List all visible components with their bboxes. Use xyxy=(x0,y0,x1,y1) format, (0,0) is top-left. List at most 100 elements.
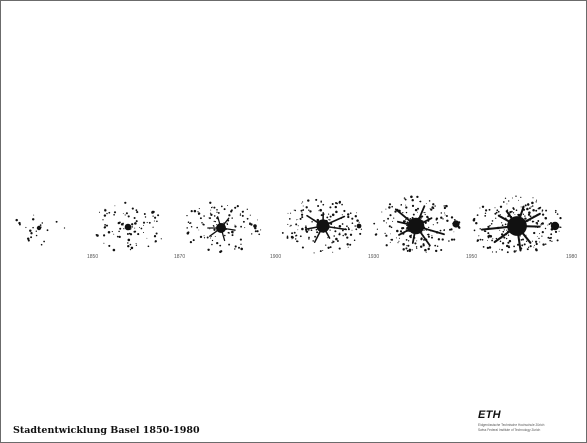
settlement-dot xyxy=(224,234,226,237)
satellite-town xyxy=(356,223,362,229)
settlement-dot xyxy=(199,235,203,239)
settlement-dot xyxy=(239,213,241,215)
settlement-dot xyxy=(29,229,32,233)
settlement-dot xyxy=(329,215,332,218)
settlement-dot xyxy=(531,240,533,242)
settlement-dot xyxy=(133,216,136,220)
settlement-dot xyxy=(343,209,346,213)
settlement-dot xyxy=(297,225,299,227)
settlement-dot xyxy=(210,209,212,211)
settlement-dot xyxy=(227,205,229,206)
map-basel-stage-3 xyxy=(186,201,262,254)
settlement-dot xyxy=(419,201,420,202)
settlement-dot xyxy=(499,205,503,208)
settlement-dot xyxy=(341,229,344,232)
settlement-dot xyxy=(130,246,134,250)
settlement-dot xyxy=(521,244,524,247)
settlement-dot xyxy=(256,219,258,221)
settlement-dot xyxy=(127,245,130,248)
settlement-dot xyxy=(495,211,498,214)
settlement-dot xyxy=(511,197,513,199)
settlement-dot xyxy=(41,222,44,224)
settlement-dot xyxy=(242,210,244,212)
settlement-dot xyxy=(250,223,253,226)
settlement-dot xyxy=(334,205,337,209)
settlement-dot xyxy=(308,209,310,211)
settlement-dot xyxy=(394,210,397,213)
settlement-dot xyxy=(437,238,441,241)
settlement-dot xyxy=(216,241,219,245)
settlement-dot xyxy=(187,221,190,223)
urban-growth-map-sequence: 1850 1870 1900 1930 1950 1980 xyxy=(1,181,586,271)
settlement-dot xyxy=(486,246,490,250)
settlement-dot xyxy=(453,218,456,221)
settlement-dot xyxy=(503,229,505,231)
settlement-dot xyxy=(540,223,543,225)
eth-wordmark: ETH xyxy=(478,409,501,421)
settlement-dot xyxy=(488,246,492,249)
settlement-dot xyxy=(244,227,246,229)
settlement-dot xyxy=(146,221,148,224)
settlement-dot xyxy=(550,233,553,236)
settlement-dot xyxy=(209,212,212,214)
settlement-dot xyxy=(122,212,124,214)
settlement-dot xyxy=(288,218,291,220)
settlement-dot xyxy=(424,213,426,216)
settlement-dot xyxy=(419,200,422,203)
settlement-dot xyxy=(304,226,307,229)
settlement-dot xyxy=(216,224,218,225)
settlement-dot xyxy=(302,209,305,211)
settlement-dot xyxy=(513,208,515,210)
settlement-dot xyxy=(396,229,399,233)
settlement-dot xyxy=(219,250,222,254)
settlement-dot xyxy=(327,246,330,249)
settlement-dot xyxy=(332,240,335,243)
settlement-dot xyxy=(435,217,439,220)
settlement-dot xyxy=(326,216,329,219)
settlement-dot xyxy=(290,224,292,227)
settlement-dot xyxy=(331,241,333,244)
city-core xyxy=(316,219,330,233)
settlement-dot xyxy=(98,211,101,213)
settlement-dot xyxy=(533,220,535,222)
settlement-dot xyxy=(246,208,248,210)
settlement-dot xyxy=(131,228,133,230)
settlement-dot xyxy=(333,225,335,227)
settlement-dot xyxy=(197,211,199,213)
settlement-dot xyxy=(385,208,387,210)
settlement-dot xyxy=(405,218,407,221)
settlement-dot xyxy=(535,221,538,224)
settlement-dot xyxy=(407,240,410,242)
settlement-dot xyxy=(428,226,430,229)
settlement-dot xyxy=(328,219,329,221)
settlement-dot xyxy=(299,235,302,238)
settlement-dot xyxy=(134,223,136,225)
settlement-dot xyxy=(358,221,360,223)
settlement-dot xyxy=(537,208,539,210)
settlement-dot xyxy=(389,241,391,243)
settlement-dot xyxy=(531,220,534,223)
settlement-dot xyxy=(294,238,297,240)
settlement-dot xyxy=(43,240,45,243)
settlement-dot xyxy=(211,243,213,246)
settlement-dot xyxy=(443,229,445,232)
settlement-dot xyxy=(211,239,214,242)
settlement-dot xyxy=(329,229,331,231)
settlement-dot xyxy=(209,228,211,230)
settlement-dot xyxy=(494,207,496,209)
settlement-dot xyxy=(347,227,350,229)
settlement-dot xyxy=(198,213,200,215)
settlement-dot xyxy=(402,212,404,214)
settlement-dot xyxy=(338,247,341,250)
settlement-dot xyxy=(411,249,413,251)
settlement-dot xyxy=(240,243,242,245)
settlement-dot xyxy=(432,203,435,206)
settlement-dot xyxy=(338,201,341,204)
settlement-dot xyxy=(301,227,304,231)
settlement-dot xyxy=(450,238,454,241)
settlement-dot xyxy=(507,234,510,236)
settlement-dot xyxy=(444,214,446,216)
settlement-dot xyxy=(532,209,535,212)
settlement-dot xyxy=(425,251,427,253)
settlement-dot xyxy=(103,234,106,237)
